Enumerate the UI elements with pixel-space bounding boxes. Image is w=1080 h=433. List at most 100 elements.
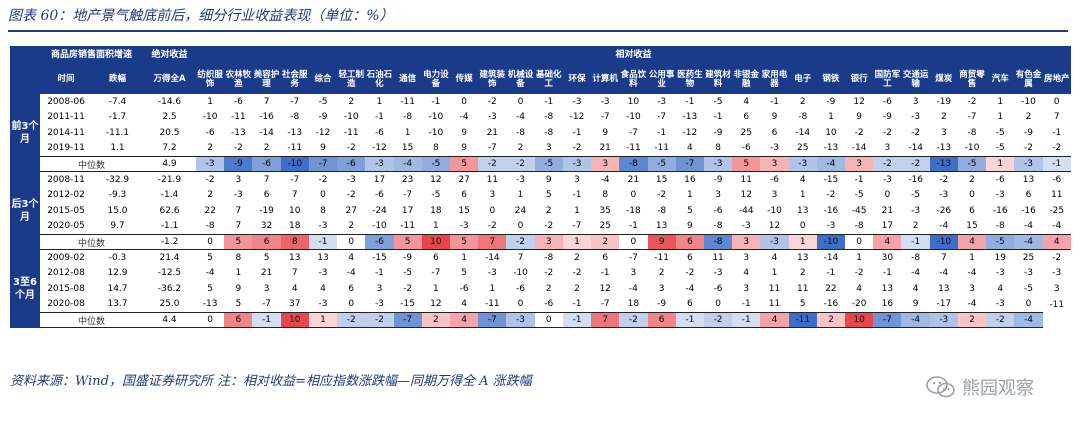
relative-return-cell: -3 [572,96,582,107]
relative-return-cell: -6 [205,127,215,138]
median-cell: -6 [337,155,366,173]
row-change: 13.7 [107,299,128,310]
row-change: 14.7 [107,283,128,294]
relative-return-cell: 6 [602,252,609,263]
relative-return-cell: -2 [939,175,949,186]
median-cell: -7 [308,155,338,173]
header-absolute-return: 绝对收益 [143,46,197,65]
relative-return-cell: 3 [376,283,383,294]
median-cell: -2 [506,155,535,173]
relative-return-cell: 8 [235,252,242,263]
row-wind-return: 20.5 [159,127,180,138]
relative-return-cell: -7 [600,299,610,310]
row-change: -11.1 [105,127,130,138]
relative-return-cell: 10 [627,96,640,107]
relative-return-cell: -2 [544,221,554,232]
relative-return-cell: -9 [713,175,723,186]
relative-return-cell: 21 [881,205,894,216]
relative-return-cell: 4 [912,283,919,294]
median-cell: -8 [703,233,733,251]
relative-return-cell: -3 [770,143,779,154]
relative-return-cell: -10 [372,221,387,232]
relative-return-cell: 2 [348,96,355,107]
row-change: -32.9 [105,175,130,186]
relative-return-cell: 18 [627,299,640,310]
relative-return-cell: 3 [771,190,778,201]
relative-return-cell: -3 [318,221,328,232]
relative-return-cell: 4 [461,299,467,310]
relative-return-cell: -9 [318,112,328,123]
median-cell: -3 [760,233,789,251]
relative-return-cell: -15 [823,175,839,186]
relative-return-cell: 2 [545,205,552,216]
relative-return-cell: 18 [289,221,301,232]
relative-return-cell: 2 [207,143,213,154]
relative-return-cell: -11 [343,127,359,138]
median-cell: -3 [506,311,535,329]
median-cell: 5 [224,233,253,251]
relative-return-cell: 7 [1053,112,1060,123]
median-wind-return: 4.9 [143,155,197,173]
relative-return-cell: 1 [376,96,383,107]
row-time: 2009-02 [47,252,85,263]
relative-return-cell: 2 [207,190,213,201]
median-cell: -10 [816,233,846,251]
relative-return-cell: 7 [291,268,298,279]
header-industry: 家用电器 [760,65,789,94]
relative-return-cell: -10 [513,268,528,279]
relative-return-cell: -8 [713,221,723,232]
relative-return-cell: 0 [517,96,524,107]
relative-return-cell: 15 [966,221,978,232]
relative-return-cell: -26 [936,205,952,216]
median-cell: 5 [449,155,479,173]
relative-return-cell: -10 [626,112,641,123]
relative-return-cell: -2 [487,96,497,107]
relative-return-cell: -44 [738,205,754,216]
relative-return-cell: 6 [461,190,467,201]
header-corner [10,46,40,94]
relative-return-cell: -4 [459,112,469,123]
relative-return-cell: -3 [939,190,949,201]
relative-return-cell: -5 [1023,283,1033,294]
median-cell: 5 [449,233,479,251]
median-cell: -7 [478,311,507,329]
relative-return-cell: -6 [713,205,723,216]
period-group-label: 前3个月 [10,94,40,172]
relative-return-cell: -3 [882,175,892,186]
median-cell: -4 [1014,233,1043,251]
relative-return-cell: 12 [853,96,865,107]
relative-return-cell: 4 [320,283,326,294]
median-label: 中位数 [40,233,144,251]
relative-return-cell: 3 [630,268,637,279]
relative-return-cell: -16 [1021,205,1036,216]
relative-return-cell: -8 [798,112,808,123]
relative-return-cell: 15 [655,175,668,186]
relative-return-cell: -13 [823,143,839,154]
row-change: 15.0 [107,205,128,216]
table-row: 2020-05 9.7 -1.1 -8 7 32 18 -3 2 -10 -11 1 -3 -2 0 -2 -7… [10,219,1071,235]
relative-return-cell: 4 [743,268,750,279]
relative-return-cell: -10 [767,205,782,216]
relative-return-cell: 1 [517,190,524,201]
relative-return-cell: -10 [428,127,444,138]
relative-return-cell: 7 [263,175,270,186]
relative-return-cell: -3 [374,299,384,310]
row-time: 2020-08 [47,299,85,310]
relative-return-cell: -10 [964,143,980,154]
relative-return-cell: 23 [401,175,414,186]
median-cell: 0 [196,311,225,329]
relative-return-cell: 4 [686,143,693,154]
relative-return-cell: -20 [851,299,867,310]
relative-return-cell: 18 [430,205,442,216]
median-cell: 10 [845,311,874,329]
relative-return-cell: -3 [911,112,921,123]
relative-return-cell: 8 [715,143,721,154]
relative-return-cell: -11 [626,143,641,154]
median-cell: -1 [252,311,281,329]
row-time: 2020-05 [47,221,85,232]
relative-return-cell: 8 [433,143,439,154]
relative-return-cell: -13 [202,299,218,310]
relative-return-cell: -9 [826,96,836,107]
relative-return-cell: 22 [204,205,216,216]
row-wind-return: -36.2 [157,283,182,294]
